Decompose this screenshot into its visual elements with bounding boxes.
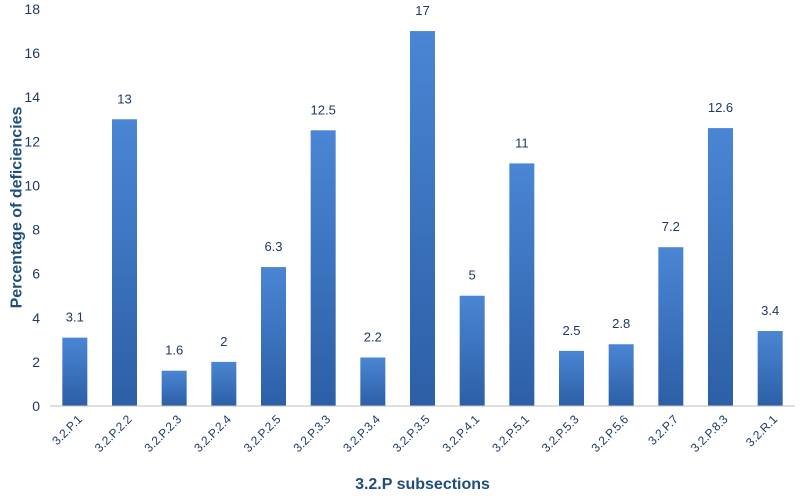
x-tick-label: 3.2.P.8.3 bbox=[688, 412, 731, 455]
data-label: 2.5 bbox=[562, 323, 580, 338]
y-tick-label: 14 bbox=[24, 89, 40, 105]
x-tick-label: 3.2.P.5.1 bbox=[489, 412, 532, 455]
x-tick-label: 3.2.P.1 bbox=[49, 412, 85, 448]
data-label: 11 bbox=[515, 135, 529, 150]
y-tick-label: 18 bbox=[24, 1, 40, 17]
y-axis-title: Percentage of deficiencies bbox=[9, 106, 26, 308]
x-tick-label: 3.2.P.2.5 bbox=[241, 412, 284, 455]
y-tick-label: 6 bbox=[32, 266, 40, 282]
data-label: 3.4 bbox=[761, 303, 779, 318]
data-label: 5 bbox=[469, 268, 476, 283]
data-label: 2 bbox=[220, 334, 227, 349]
data-label: 6.3 bbox=[264, 239, 282, 254]
bar bbox=[608, 344, 634, 406]
x-tick-label: 3.2.P.3.4 bbox=[340, 412, 383, 455]
y-tick-label: 2 bbox=[32, 354, 40, 370]
bar bbox=[62, 337, 88, 406]
data-label: 2.2 bbox=[364, 329, 382, 344]
x-tick-label: 3.2.P.3.3 bbox=[291, 412, 334, 455]
x-tick-label: 3.2.P.5.3 bbox=[539, 412, 582, 455]
bar bbox=[757, 331, 783, 406]
data-labels: 3.1 13 1.6 2 6.3 12.5 2.2 17 5 11 2.5 2.8 7.2 12.6 3.4 bbox=[66, 3, 779, 358]
y-tick-label: 10 bbox=[24, 177, 40, 193]
data-label: 3.1 bbox=[66, 310, 84, 325]
x-tick-label: 3.2.P.2.4 bbox=[191, 412, 234, 455]
y-tick-label: 4 bbox=[32, 310, 40, 326]
data-label: 13 bbox=[117, 91, 131, 106]
x-tick-label: 3.2.P.2.2 bbox=[92, 412, 135, 455]
x-tick-label: 3.2.P.2.3 bbox=[142, 412, 185, 455]
bar bbox=[261, 267, 286, 406]
bar bbox=[559, 350, 584, 406]
bar bbox=[459, 295, 485, 406]
data-label: 12.6 bbox=[708, 100, 733, 115]
data-label: 7.2 bbox=[662, 219, 680, 234]
x-axis-title: 3.2.P subsections bbox=[355, 476, 490, 493]
x-tick-label: 3.2.P.4.1 bbox=[440, 412, 483, 455]
x-tick-label: 3.2.R.1 bbox=[743, 412, 780, 449]
y-tick-label: 0 bbox=[32, 398, 40, 414]
bar bbox=[360, 357, 386, 406]
y-tick-label: 16 bbox=[24, 45, 40, 61]
y-tick-label: 8 bbox=[32, 222, 40, 238]
bar bbox=[310, 130, 336, 407]
x-tick-label: 3.2.P.7 bbox=[645, 412, 681, 448]
bar bbox=[658, 247, 684, 406]
bar bbox=[708, 128, 733, 406]
data-label: 12.5 bbox=[311, 102, 336, 117]
x-tick-label: 3.2.P.3.5 bbox=[390, 412, 433, 455]
data-label: 2.8 bbox=[612, 316, 630, 331]
y-axis-tick-labels: 0 2 4 6 8 10 12 14 16 18 bbox=[24, 1, 40, 414]
data-label: 17 bbox=[415, 3, 429, 18]
x-axis-tick-labels: 3.2.P.1 3.2.P.2.2 3.2.P.2.3 3.2.P.2.4 3.2.P.… bbox=[49, 412, 780, 455]
bar bbox=[410, 31, 435, 407]
x-tick-label: 3.2.P.5.6 bbox=[589, 412, 632, 455]
y-tick-label: 12 bbox=[24, 133, 40, 149]
bar-series bbox=[62, 31, 783, 407]
data-label: 1.6 bbox=[165, 343, 183, 358]
bar bbox=[112, 119, 137, 407]
bar bbox=[161, 370, 187, 406]
bar bbox=[509, 163, 535, 406]
bar bbox=[211, 361, 237, 406]
